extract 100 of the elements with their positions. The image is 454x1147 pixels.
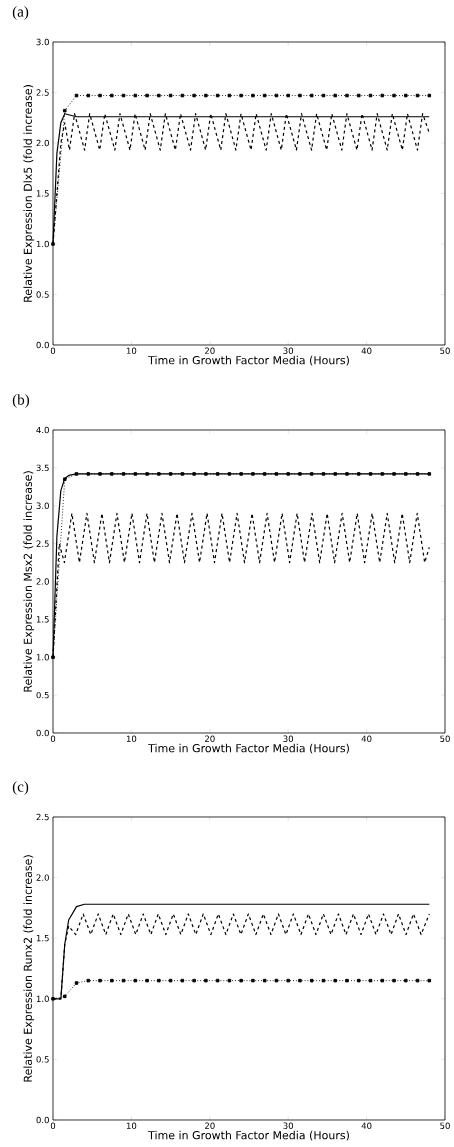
point xyxy=(192,93,196,98)
point xyxy=(298,978,302,983)
x-tick-label: 30 xyxy=(283,735,294,742)
point xyxy=(345,978,349,983)
point xyxy=(262,472,267,476)
point xyxy=(51,242,55,246)
x-tick-label: 10 xyxy=(126,1122,137,1129)
y-tick-label: 1.5 xyxy=(36,935,49,942)
point xyxy=(251,93,255,98)
x-tick-label: 20 xyxy=(205,347,215,354)
x-tick-label: 40 xyxy=(361,347,372,354)
x-tick-label: 30 xyxy=(283,1122,294,1129)
point xyxy=(180,978,185,983)
point xyxy=(309,93,314,98)
point xyxy=(74,472,79,476)
y-tick-label: 0.0 xyxy=(36,341,49,349)
y-tick-label: 2.0 xyxy=(36,139,49,147)
point xyxy=(215,978,220,983)
point xyxy=(380,978,385,983)
point xyxy=(157,472,161,476)
point xyxy=(274,978,279,983)
y-tick-label: 0.0 xyxy=(36,729,49,737)
y-axis-title: Relative Expression Runx2 (fold increase) xyxy=(23,855,35,1082)
point xyxy=(133,93,138,98)
y-tick-label: 3.0 xyxy=(36,502,49,509)
point xyxy=(286,472,290,476)
point xyxy=(98,978,102,983)
y-tick-label: 2.5 xyxy=(36,540,49,547)
point xyxy=(392,472,396,476)
y-tick-label: 2.5 xyxy=(36,813,49,821)
point xyxy=(157,978,161,983)
point xyxy=(110,978,114,983)
point xyxy=(392,93,396,98)
y-axis-title: Relative Expression Dlx5 (fold increase) xyxy=(23,85,35,302)
point xyxy=(227,978,232,983)
point xyxy=(404,93,408,98)
x-axis-title: Time in Growth Factor Media (Hours) xyxy=(148,1130,349,1141)
point xyxy=(239,978,243,983)
point xyxy=(110,472,114,476)
point xyxy=(357,93,361,98)
point xyxy=(145,472,149,476)
y-tick-label: 0.5 xyxy=(36,291,49,298)
point xyxy=(321,472,326,476)
point xyxy=(51,655,55,659)
x-tick-label: 10 xyxy=(126,347,137,354)
point xyxy=(215,93,220,98)
x-tick-label: 0 xyxy=(50,735,56,742)
x-tick-label: 0 xyxy=(50,347,56,354)
point xyxy=(404,978,408,983)
chart-title: (b) xyxy=(12,394,30,408)
y-tick-label: 3.5 xyxy=(36,464,49,472)
point xyxy=(168,978,173,983)
y-tick-label: 1.0 xyxy=(36,240,49,248)
point xyxy=(333,472,337,476)
y-tick-label: 1.5 xyxy=(36,190,49,197)
x-tick-label: 40 xyxy=(361,735,372,742)
point xyxy=(415,93,420,98)
point xyxy=(298,472,302,476)
point xyxy=(286,978,290,983)
x-tick-label: 50 xyxy=(440,347,450,354)
point xyxy=(415,472,420,476)
point xyxy=(239,93,243,98)
x-tick-label: 20 xyxy=(205,1122,215,1129)
point xyxy=(204,978,208,983)
y-tick-label: 0.0 xyxy=(36,1116,49,1124)
point xyxy=(239,472,243,476)
point xyxy=(357,978,361,983)
x-tick-label: 20 xyxy=(205,735,215,742)
point xyxy=(345,472,349,476)
point xyxy=(415,978,420,983)
point xyxy=(157,93,161,98)
point xyxy=(368,472,373,476)
point xyxy=(227,93,232,98)
x-tick-label: 10 xyxy=(126,735,137,742)
point xyxy=(51,997,55,1001)
y-tick-label: 1.5 xyxy=(36,616,49,623)
point xyxy=(427,472,432,476)
point xyxy=(321,978,326,983)
point xyxy=(121,978,126,983)
point xyxy=(121,93,126,98)
y-tick-label: 1.0 xyxy=(36,995,49,1003)
point xyxy=(251,978,255,983)
point xyxy=(274,93,279,98)
point xyxy=(286,93,290,98)
point xyxy=(262,978,267,983)
point xyxy=(345,93,349,98)
chart-title: (c) xyxy=(12,781,29,795)
point xyxy=(427,93,432,98)
point xyxy=(133,472,138,476)
point xyxy=(98,93,102,98)
y-tick-label: 2.0 xyxy=(36,874,49,881)
point xyxy=(404,472,408,476)
y-tick-label: 2.0 xyxy=(36,578,49,585)
x-axis-title: Time in Growth Factor Media (Hours) xyxy=(148,743,349,754)
point xyxy=(192,472,196,476)
point xyxy=(86,978,91,983)
point xyxy=(98,472,102,476)
point xyxy=(333,93,337,98)
point xyxy=(145,978,149,983)
y-tick-label: 0.5 xyxy=(36,1056,49,1063)
